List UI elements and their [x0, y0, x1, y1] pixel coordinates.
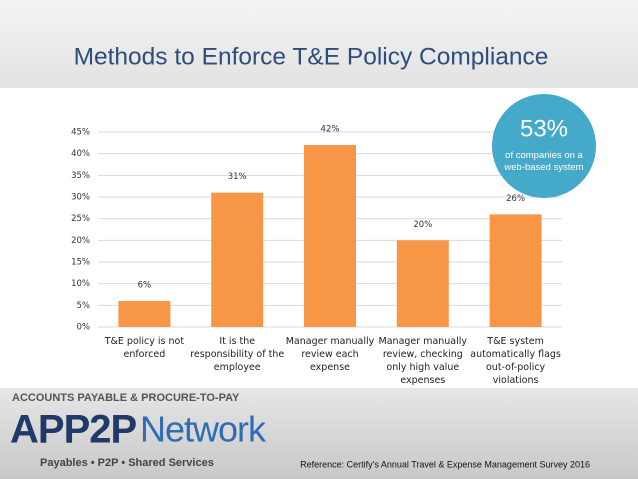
bar	[489, 214, 542, 327]
x-tick-label: It is the responsibility of the employee	[190, 336, 285, 373]
footer-band	[0, 388, 638, 479]
y-tick-label: 10%	[71, 279, 90, 289]
y-tick-label: 15%	[71, 258, 90, 268]
y-tick-label: 5%	[77, 301, 91, 311]
y-tick-label: 35%	[71, 171, 90, 181]
x-tick-label: Manager manually review, checking only h…	[378, 336, 468, 386]
logo-second: Network	[140, 409, 267, 450]
y-tick-label: 40%	[71, 149, 90, 159]
bar	[396, 240, 449, 327]
reference: Reference: Certify's Annual Travel & Exp…	[300, 459, 590, 469]
annotation-headline: 53%	[520, 115, 568, 142]
logo-main: APP2P	[10, 408, 136, 452]
y-tick-label: 20%	[71, 236, 90, 246]
chart-title: Methods to Enforce T&E Policy Compliance	[74, 43, 549, 70]
x-tick-label: T&E policy is not enforced	[104, 336, 185, 360]
y-tick-label: 25%	[71, 214, 90, 224]
bar	[304, 145, 356, 327]
x-tick-label: Manager manually review each expense	[285, 336, 375, 373]
y-tick-label: 45%	[71, 128, 90, 138]
annotation-text: of companies on a web-based system	[504, 150, 584, 173]
annotation-circle	[492, 94, 596, 198]
value-label: 26%	[506, 194, 525, 204]
value-label: 6%	[138, 281, 152, 291]
logo-top: ACCOUNTS PAYABLE & PROCURE-TO-PAY	[12, 392, 240, 404]
value-label: 42%	[321, 125, 340, 135]
x-tick-label: T&E system automatically flags out-of-po…	[470, 336, 561, 386]
title-band	[0, 0, 638, 88]
y-tick-label: 30%	[71, 193, 90, 203]
value-label: 31%	[228, 172, 247, 182]
bar	[118, 301, 171, 327]
value-label: 20%	[413, 220, 432, 230]
y-tick-label: 0%	[77, 323, 91, 333]
logo-tagline: Payables • P2P • Shared Services	[40, 457, 214, 469]
bar	[211, 192, 264, 327]
